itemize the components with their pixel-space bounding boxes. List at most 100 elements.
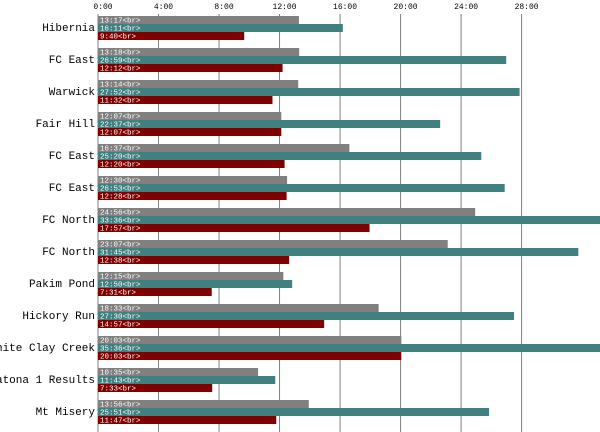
bar <box>98 352 402 360</box>
bar <box>98 160 285 168</box>
value-label: 12:15<br> <box>100 273 141 281</box>
bar <box>98 80 299 88</box>
bar <box>98 344 600 352</box>
value-label: 12:07<br> <box>100 113 141 121</box>
value-label: 23:07<br> <box>100 241 141 249</box>
bar <box>98 16 299 24</box>
bar <box>98 416 277 424</box>
bar <box>98 400 309 408</box>
value-label: 20:03<br> <box>100 353 141 361</box>
value-label: 12:38<br> <box>100 257 141 265</box>
bar <box>98 368 259 376</box>
value-label: 25:20<br> <box>100 153 141 161</box>
category-label: Mt Misery <box>36 407 96 419</box>
bar <box>98 288 212 296</box>
bar <box>98 48 300 56</box>
value-label: 25:51<br> <box>100 409 141 417</box>
bar <box>98 56 507 64</box>
bar <box>98 280 293 288</box>
value-label: 26:59<br> <box>100 57 141 65</box>
value-label: 31:45<br> <box>100 249 141 257</box>
category-label: FC North <box>42 247 95 259</box>
bar <box>98 152 482 160</box>
bar <box>98 304 379 312</box>
bar <box>98 112 282 120</box>
category-label: FC East <box>49 183 95 195</box>
value-label: 11:43<br> <box>100 377 141 385</box>
value-label: 18:33<br> <box>100 305 141 313</box>
bar <box>98 320 325 328</box>
x-tick-label: 24:00 <box>454 3 478 12</box>
category-label: Fair Hill <box>36 119 95 131</box>
x-tick-label: 8:00 <box>214 3 233 12</box>
value-label: 12:07<br> <box>100 129 141 137</box>
value-label: 13:14<br> <box>100 81 141 89</box>
x-tick-label: 12:00 <box>273 3 297 12</box>
bar <box>98 384 213 392</box>
bar <box>98 240 448 248</box>
x-tick-label: 0:00 <box>93 3 112 12</box>
value-label: 33:36<br> <box>100 217 141 225</box>
value-label: 12:20<br> <box>100 161 141 169</box>
bar <box>98 176 288 184</box>
bar <box>98 128 282 136</box>
bar <box>98 96 273 104</box>
category-label: FC North <box>42 215 95 227</box>
bar <box>98 224 370 232</box>
labels: 0:00 4:00 8:00 12:00 16:00 20:00 24:00 28:00 Hib… <box>0 3 539 425</box>
value-label: 13:18<br> <box>100 49 141 57</box>
bar <box>98 144 350 152</box>
value-label: 7:33<br> <box>100 385 137 393</box>
category-label: FC East <box>49 55 95 67</box>
category-label: Batona 1 Results <box>0 375 95 387</box>
value-label: 27:52<br> <box>100 89 141 97</box>
bar <box>98 24 343 32</box>
value-label: 10:35<br> <box>100 369 141 377</box>
bar <box>98 208 476 216</box>
value-label: 20:03<br> <box>100 337 141 345</box>
bar <box>98 216 600 224</box>
x-tick-label: 4:00 <box>154 3 173 12</box>
value-label: 11:32<br> <box>100 97 141 105</box>
bar <box>98 192 287 200</box>
bar <box>98 272 284 280</box>
value-label: 11:47<br> <box>100 417 141 425</box>
category-label: Hickory Run <box>22 311 95 323</box>
category-label: Pakim Pond <box>29 279 95 291</box>
value-label: 16:11<br> <box>100 25 141 33</box>
bar <box>98 312 515 320</box>
value-label: 27:30<br> <box>100 313 141 321</box>
bar <box>98 336 402 344</box>
bar <box>98 64 283 72</box>
value-label: 16:37<br> <box>100 145 141 153</box>
value-label: 12:30<br> <box>100 177 141 185</box>
value-label: 9:40<br> <box>100 33 137 41</box>
x-tick-label: 16:00 <box>333 3 357 12</box>
bar <box>98 248 579 256</box>
value-label: 35:36<br> <box>100 345 141 353</box>
value-label: 13:56<br> <box>100 401 141 409</box>
bar <box>98 408 490 416</box>
value-label: 12:28<br> <box>100 193 141 201</box>
category-label: FC East <box>49 151 95 163</box>
value-label: 26:53<br> <box>100 185 141 193</box>
value-label: 24:56<br> <box>100 209 141 217</box>
x-tick-label: 28:00 <box>515 3 539 12</box>
category-label: Hibernia <box>42 23 95 35</box>
value-label: 22:37<br> <box>100 121 141 129</box>
category-label: Warwick <box>49 87 96 99</box>
bar <box>98 32 245 40</box>
bar <box>98 184 505 192</box>
value-label: 7:31<br> <box>100 289 137 297</box>
value-label: 13:17<br> <box>100 17 141 25</box>
value-label: 17:57<br> <box>100 225 141 233</box>
bar <box>98 256 290 264</box>
bar <box>98 376 276 384</box>
bars <box>98 16 600 424</box>
bar <box>98 120 441 128</box>
x-tick-label: 20:00 <box>394 3 418 12</box>
value-label: 14:57<br> <box>100 321 141 329</box>
bar <box>98 88 520 96</box>
value-label: 12:12<br> <box>100 65 141 73</box>
